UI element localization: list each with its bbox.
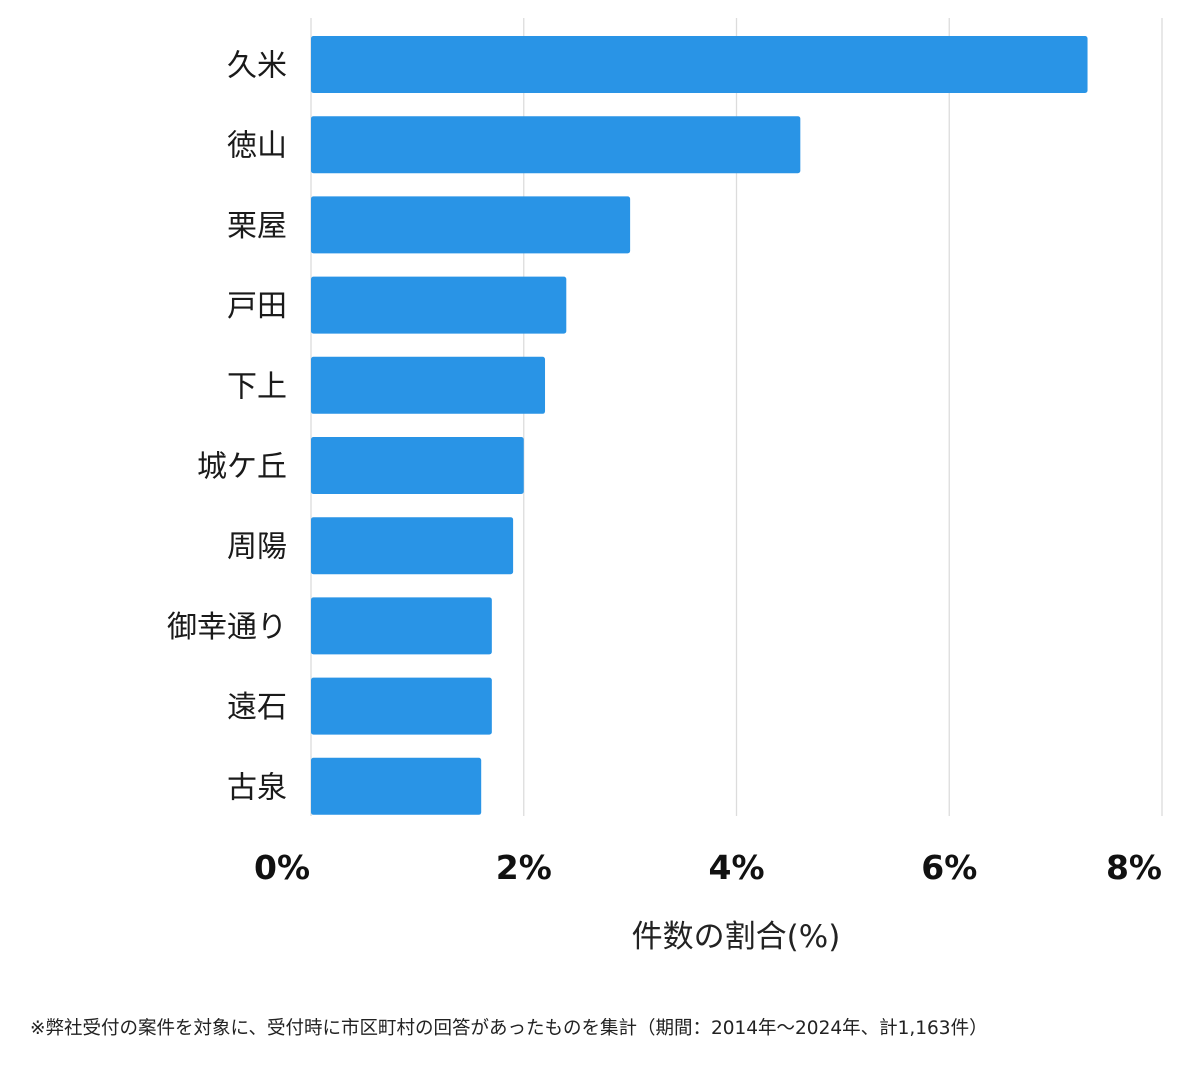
x-tick-label: 6% <box>921 848 977 887</box>
category-label: 遠石 <box>227 690 287 725</box>
bar <box>311 437 524 494</box>
bar <box>311 116 801 174</box>
x-tick-label: 4% <box>708 848 764 887</box>
bar <box>311 517 514 575</box>
bar <box>311 356 546 414</box>
category-label: 城ケ丘 <box>197 450 287 485</box>
category-label: 久米 <box>227 49 287 84</box>
category-label: 古泉 <box>227 770 287 805</box>
footnote: ※弊社受付の案件を対象に、受付時に市区町村の回答があったものを集計（期間：201… <box>30 1018 988 1039</box>
x-tick-label: 8% <box>1106 848 1162 887</box>
x-tick-label: 0% <box>254 848 310 887</box>
category-label: 御幸通り <box>167 610 287 645</box>
category-label: 下上 <box>227 369 287 404</box>
bar <box>311 36 1088 93</box>
category-label: 戸田 <box>227 289 287 324</box>
bar <box>311 597 492 655</box>
bar <box>311 757 482 815</box>
bar <box>311 677 492 735</box>
category-label: 栗屋 <box>227 209 287 244</box>
bar <box>311 196 631 254</box>
x-tick-labels: 0% 2% 4% 6% 8% <box>254 848 1162 887</box>
category-label: 周陽 <box>227 530 287 565</box>
category-label: 徳山 <box>227 129 287 164</box>
x-axis-title: 件数の割合(%) <box>632 919 841 955</box>
bars <box>311 36 1088 815</box>
x-tick-label: 2% <box>496 848 552 887</box>
bar <box>311 276 567 334</box>
